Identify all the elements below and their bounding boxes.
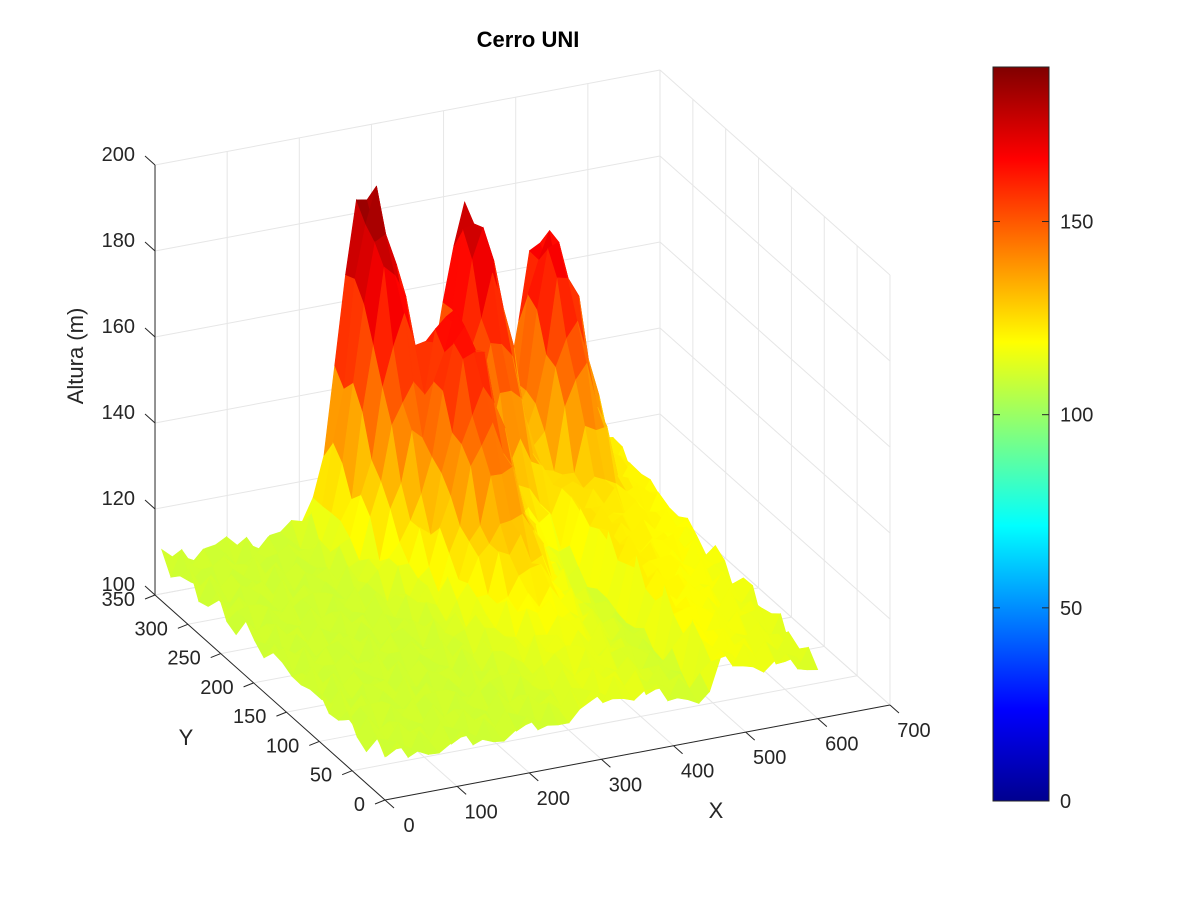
y-axis-label: Y [179,725,194,750]
grid-line [659,69,891,276]
x-tick-label: 500 [753,747,786,769]
y-tick-label: 0 [354,794,365,816]
grid-line [154,241,661,338]
y-tick-label: 50 [310,765,332,787]
z-tick-label: 140 [102,402,135,424]
surface-patch [797,646,819,671]
colorbar-tick-label: 50 [1060,598,1082,620]
x-axis-line [384,704,891,801]
x-tick-label: 0 [403,815,414,837]
z-tick-label: 200 [102,144,135,166]
z-tick-mark [144,413,156,424]
x-tick-mark [817,718,828,727]
z-tick-label: 100 [102,574,135,596]
y-tick-label: 200 [200,677,233,699]
y-tick-label: 350 [102,589,135,611]
x-tick-mark [456,786,467,795]
y-tick-mark [309,740,320,746]
grid-line [659,155,891,362]
x-tick-mark [889,704,900,714]
colorbar-tick-label: 150 [1060,212,1093,234]
x-axis-label: X [709,798,724,823]
z-axis-label: Altura (m) [63,308,88,405]
x-tick-label: 200 [537,788,570,810]
y-axis-line [154,594,386,801]
y-tick-mark [276,711,287,717]
y-tick-mark [177,623,189,629]
x-tick-label: 600 [825,734,858,756]
z-tick-label: 120 [102,488,135,510]
colorbar-tick-label: 100 [1060,405,1093,427]
y-tick-mark [144,594,156,600]
z-tick-mark [144,585,156,596]
x-tick-label: 400 [681,761,714,783]
y-tick-mark [374,799,386,805]
axes-box: 0100200300400500600700050100150200250300… [102,144,931,837]
colorbar-tick-label: 0 [1060,791,1071,813]
grid-line [154,69,661,166]
terrain-surface [161,185,819,759]
y-tick-mark [210,653,221,659]
x-tick-label: 300 [609,774,642,796]
y-tick-mark [243,682,254,688]
y-tick-label: 300 [134,618,167,640]
grid-line [659,499,891,706]
grid-line [352,675,858,772]
z-tick-mark [144,327,156,338]
x-tick-mark [673,745,683,755]
y-tick-label: 150 [233,706,266,728]
x-tick-label: 700 [897,720,930,742]
x-tick-label: 100 [464,801,497,823]
grid-line [154,155,661,252]
x-tick-mark [601,758,611,768]
z-tick-mark [144,499,156,510]
x-tick-mark [384,799,395,809]
z-tick-label: 180 [102,230,135,252]
x-tick-mark [528,772,539,782]
chart-title: Cerro UNI [477,27,580,52]
x-tick-mark [745,731,756,741]
z-tick-label: 160 [102,316,135,338]
y-tick-mark [341,770,353,776]
y-tick-label: 100 [266,735,299,757]
z-tick-mark [144,155,156,166]
colorbar: 0 50 100 150 [992,66,1093,813]
colorbar-gradient [992,66,1050,802]
z-tick-mark [144,241,156,252]
y-tick-label: 250 [167,648,200,670]
grid-line [659,241,891,448]
grid-line [659,413,891,620]
grid-line [659,327,891,534]
